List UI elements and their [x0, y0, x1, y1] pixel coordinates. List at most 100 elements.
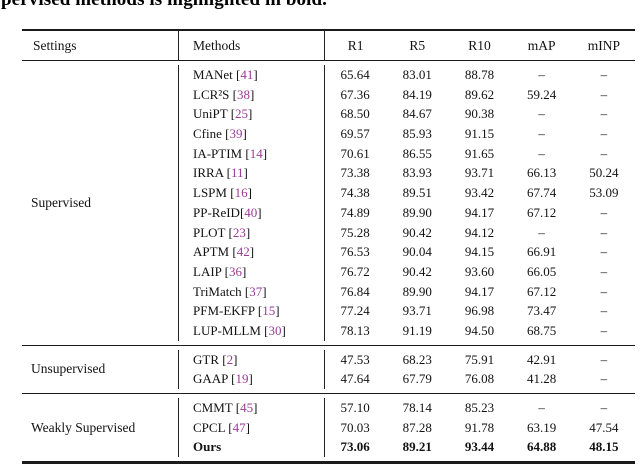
table-row: MANet [41] 65.64 83.01 88.78 – – — [179, 65, 635, 85]
method-cell: GTR [2] — [193, 351, 238, 367]
metric-cell: 84.19 — [402, 86, 432, 102]
table-row: LAIP [36] 76.72 90.42 93.60 66.05 – — [179, 262, 635, 282]
citation-link[interactable]: 23 — [232, 224, 246, 240]
table-row: LUP-MLLM [30] 78.13 91.19 94.50 68.75 – — [179, 321, 635, 341]
table-row: LCR²S [38] 67.36 84.19 89.62 59.24 – — [179, 85, 635, 105]
table-row: LSPM [16] 74.38 89.51 93.42 67.74 53.09 — [179, 183, 635, 203]
metric-cell: 75.28 — [340, 224, 370, 240]
metric-cell: 75.91 — [464, 351, 495, 367]
metric-cell: 91.15 — [464, 126, 495, 142]
metric-cell: 74.38 — [340, 185, 370, 201]
citation-link[interactable]: 41 — [240, 67, 254, 82]
citation-link[interactable]: 37 — [249, 283, 263, 299]
citation-link[interactable]: 19 — [235, 371, 249, 387]
metric-cell: 50.24 — [589, 165, 619, 181]
metric-cell: 66.91 — [527, 244, 557, 260]
metric-cell: – — [600, 371, 608, 387]
citation-link[interactable]: 2 — [226, 351, 234, 367]
metric-cell: – — [538, 106, 545, 122]
method-cell: UniPT [25] — [193, 106, 253, 122]
metric-cell: 67.12 — [527, 204, 557, 220]
citation-link[interactable]: 16 — [234, 185, 248, 201]
header-minp: mINP — [587, 38, 620, 53]
metric-cell: – — [538, 400, 545, 415]
header-r5: R5 — [409, 38, 426, 53]
metric-cell: 94.12 — [464, 224, 495, 240]
metric-cell: 48.15 — [589, 439, 619, 455]
metric-cell: 67.74 — [527, 185, 557, 201]
metric-cell: 78.13 — [340, 322, 370, 338]
method-cell: LAIP [36] — [193, 263, 247, 279]
settings-group-label: Weakly Supervised — [31, 419, 136, 435]
metric-cell: 91.19 — [402, 322, 432, 338]
citation-link[interactable]: 25 — [235, 106, 249, 122]
method-cell: PFM-EKFP [15] — [193, 303, 280, 319]
metric-cell: 73.06 — [340, 439, 370, 455]
metric-cell: 68.50 — [340, 106, 370, 122]
metric-cell: 73.47 — [527, 303, 557, 319]
table-row: CPCL [47] 70.03 87.28 91.78 63.19 47.54 — [179, 418, 635, 438]
metric-cell: 93.71 — [464, 165, 495, 181]
metric-cell: 94.17 — [464, 204, 495, 220]
metric-cell: 89.21 — [402, 439, 432, 455]
citation-link[interactable]: 36 — [229, 263, 242, 279]
metric-cell: 90.38 — [464, 106, 495, 122]
citation-link[interactable]: 11 — [230, 165, 244, 181]
header-r10: R10 — [468, 38, 491, 53]
metric-cell: 63.19 — [527, 419, 557, 435]
table-bottom-rule — [22, 461, 635, 465]
metric-cell: 74.89 — [340, 204, 370, 220]
metric-cell: 66.05 — [527, 263, 557, 279]
metric-cell: 76.08 — [464, 371, 495, 387]
citation-link[interactable]: 39 — [229, 126, 243, 142]
metric-cell: 70.61 — [340, 145, 370, 161]
table-row: IRRA [11] 73.38 83.93 93.71 66.13 50.24 — [179, 163, 635, 183]
citation-link[interactable]: 38 — [237, 86, 251, 102]
metric-cell: 86.55 — [402, 145, 432, 161]
method-cell: APTM [42] — [193, 244, 255, 260]
metric-cell: – — [600, 351, 608, 367]
header-rule — [22, 60, 635, 61]
metric-cell: 93.44 — [464, 439, 495, 455]
metric-cell: – — [600, 145, 608, 161]
citation-link[interactable]: 30 — [268, 322, 282, 338]
citation-link[interactable]: 15 — [262, 303, 276, 319]
table-row: Cfine [39] 69.57 85.93 91.15 – – — [179, 124, 635, 144]
results-table: Settings Methods R1 R5 R10 mAP mINP Supe… — [22, 29, 635, 465]
metric-cell: 41.28 — [527, 371, 557, 387]
table-section: Weakly Supervised CMMT [45] 57.10 78.14 85.2… — [22, 394, 635, 461]
metric-cell: 76.53 — [340, 244, 370, 260]
settings-group-label: Unsupervised — [31, 361, 106, 377]
table-row: IA-PTIM [14] 70.61 86.55 91.65 – – — [179, 144, 635, 164]
metric-cell: – — [600, 86, 608, 102]
metric-cell: 59.24 — [527, 86, 557, 102]
metric-cell: 96.98 — [464, 303, 495, 319]
section-rule — [22, 344, 635, 346]
metric-cell: 47.64 — [340, 371, 370, 387]
table-row: Ours 73.06 89.21 93.44 64.88 48.15 — [179, 437, 635, 457]
metric-cell: 91.78 — [464, 419, 495, 435]
metric-cell: 89.90 — [402, 283, 432, 299]
method-cell: Cfine [39] — [193, 126, 247, 142]
metric-cell: 68.23 — [402, 351, 432, 367]
metric-cell: 88.78 — [464, 67, 495, 82]
citation-link[interactable]: 45 — [240, 400, 254, 415]
method-cell: LCR²S [38] — [193, 86, 255, 102]
citation-link[interactable]: 14 — [249, 145, 263, 161]
metric-cell: 66.13 — [527, 165, 557, 181]
section-rule — [22, 393, 635, 394]
method-cell: MANet [41] — [193, 67, 258, 82]
citation-link[interactable]: 47 — [232, 419, 246, 435]
metric-cell: 73.38 — [340, 165, 370, 181]
metric-cell: 93.71 — [402, 303, 432, 319]
table-row: PP-ReID[40] 74.89 89.90 94.17 67.12 – — [179, 203, 635, 223]
citation-link[interactable]: 42 — [236, 244, 250, 260]
method-cell: TriMatch [37] — [193, 283, 267, 299]
citation-link[interactable]: 40 — [244, 204, 258, 220]
metric-cell: 68.75 — [527, 322, 557, 338]
metric-cell: 93.60 — [464, 263, 495, 279]
method-cell: GAAP [19] — [193, 371, 253, 387]
metric-cell: – — [600, 263, 608, 279]
metric-cell: – — [600, 322, 608, 338]
